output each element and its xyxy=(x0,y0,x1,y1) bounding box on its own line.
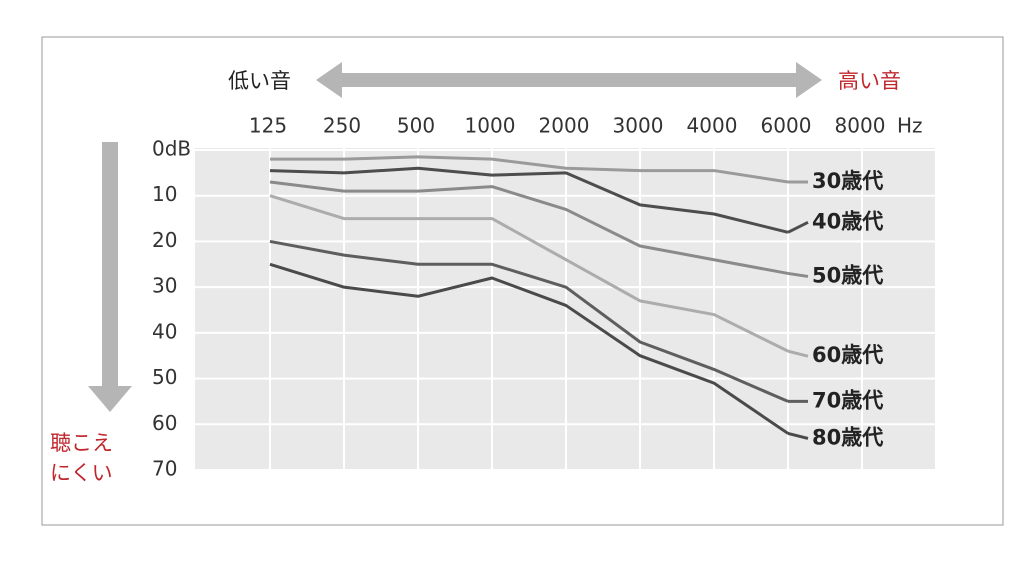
label-connector xyxy=(787,431,809,440)
y-tick-label: 70 xyxy=(152,457,177,481)
y-tick-label: 10 xyxy=(152,182,177,206)
series-label: 30歳代 xyxy=(812,169,883,193)
y-tick-label: 50 xyxy=(152,365,177,389)
label-connector xyxy=(787,271,809,278)
x-tick-label: 3000 xyxy=(613,114,664,138)
series-line xyxy=(269,166,789,234)
low-sound-label: 低い音 xyxy=(228,69,291,93)
high-sound-label: 高い音 xyxy=(838,69,901,93)
corner-label: 聴こえ xyxy=(50,431,113,455)
corner-label: にくい xyxy=(50,461,113,485)
series-label: 80歳代 xyxy=(812,425,883,449)
y-tick-label: 40 xyxy=(152,319,177,343)
x-tick-label: 2000 xyxy=(539,114,590,138)
y-tick-label: 20 xyxy=(152,228,177,252)
y-tick-label: 0dB xyxy=(152,137,191,161)
y-tick-label: 60 xyxy=(152,411,177,435)
series-line xyxy=(269,180,789,275)
series-line xyxy=(269,262,789,435)
x-tick-label: 8000 xyxy=(835,114,886,138)
x-axis-unit: Hz xyxy=(897,114,923,138)
x-tick-label: 125 xyxy=(249,114,287,138)
series-line xyxy=(269,194,789,353)
series-label: 50歳代 xyxy=(812,263,883,287)
label-connector xyxy=(787,349,809,358)
x-tick-label: 1000 xyxy=(465,114,516,138)
horizontal-arrow xyxy=(316,62,822,98)
series-line xyxy=(270,155,789,184)
label-connector xyxy=(787,220,809,234)
x-tick-label: 4000 xyxy=(687,114,738,138)
series-label: 60歳代 xyxy=(812,343,883,367)
x-tick-label: 250 xyxy=(323,114,361,138)
series-line xyxy=(269,239,789,403)
series-label: 70歳代 xyxy=(812,388,883,412)
y-tick-label: 30 xyxy=(152,274,177,298)
x-tick-label: 500 xyxy=(397,114,435,138)
x-tick-label: 6000 xyxy=(761,114,812,138)
series-label: 40歳代 xyxy=(812,209,883,233)
vertical-arrow xyxy=(88,142,132,412)
